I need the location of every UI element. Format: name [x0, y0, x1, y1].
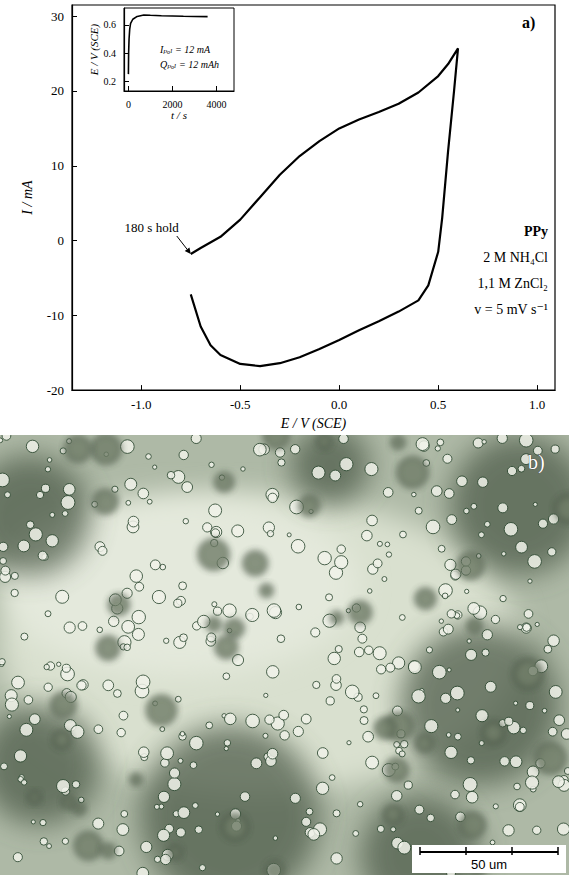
- svg-text:0: 0: [58, 233, 65, 248]
- svg-text:E / V (SCE): E / V (SCE): [280, 416, 347, 432]
- svg-text:Qₚₒₗ = 12 mAh: Qₚₒₗ = 12 mAh: [160, 59, 219, 70]
- svg-text:10: 10: [51, 158, 64, 173]
- svg-text:b): b): [528, 451, 545, 474]
- svg-text:PPy: PPy: [524, 224, 548, 239]
- svg-text:2000: 2000: [162, 99, 182, 110]
- svg-text:1.0: 1.0: [529, 397, 545, 412]
- svg-text:20: 20: [51, 83, 64, 98]
- svg-text:E / V (SCE): E / V (SCE): [88, 23, 101, 76]
- svg-text:v = 5 mV s⁻¹: v = 5 mV s⁻¹: [474, 302, 548, 317]
- svg-text:180 s hold: 180 s hold: [125, 220, 180, 235]
- svg-text:-10: -10: [47, 308, 64, 323]
- svg-text:t / s: t / s: [171, 109, 187, 121]
- svg-text:-1.0: -1.0: [131, 397, 152, 412]
- svg-text:0.5: 0.5: [430, 397, 446, 412]
- svg-text:a): a): [522, 14, 535, 32]
- svg-text:0.2: 0.2: [104, 76, 117, 87]
- svg-text:30: 30: [51, 9, 64, 24]
- svg-text:-0.5: -0.5: [230, 397, 251, 412]
- svg-text:0.0: 0.0: [331, 397, 347, 412]
- svg-text:2 M NH₄Cl: 2 M NH₄Cl: [483, 250, 548, 265]
- svg-text:-20: -20: [47, 383, 64, 398]
- svg-text:0: 0: [126, 99, 131, 110]
- svg-text:50 um: 50 um: [471, 857, 507, 872]
- svg-text:0.6: 0.6: [104, 19, 117, 30]
- svg-text:I / mA: I / mA: [20, 180, 35, 216]
- svg-text:0.4: 0.4: [104, 48, 117, 59]
- svg-text:4000: 4000: [206, 99, 226, 110]
- svg-text:Iₚₒₗ = 12 mA: Iₚₒₗ = 12 mA: [159, 44, 211, 55]
- svg-text:1,1 M ZnCl₂: 1,1 M ZnCl₂: [477, 276, 548, 291]
